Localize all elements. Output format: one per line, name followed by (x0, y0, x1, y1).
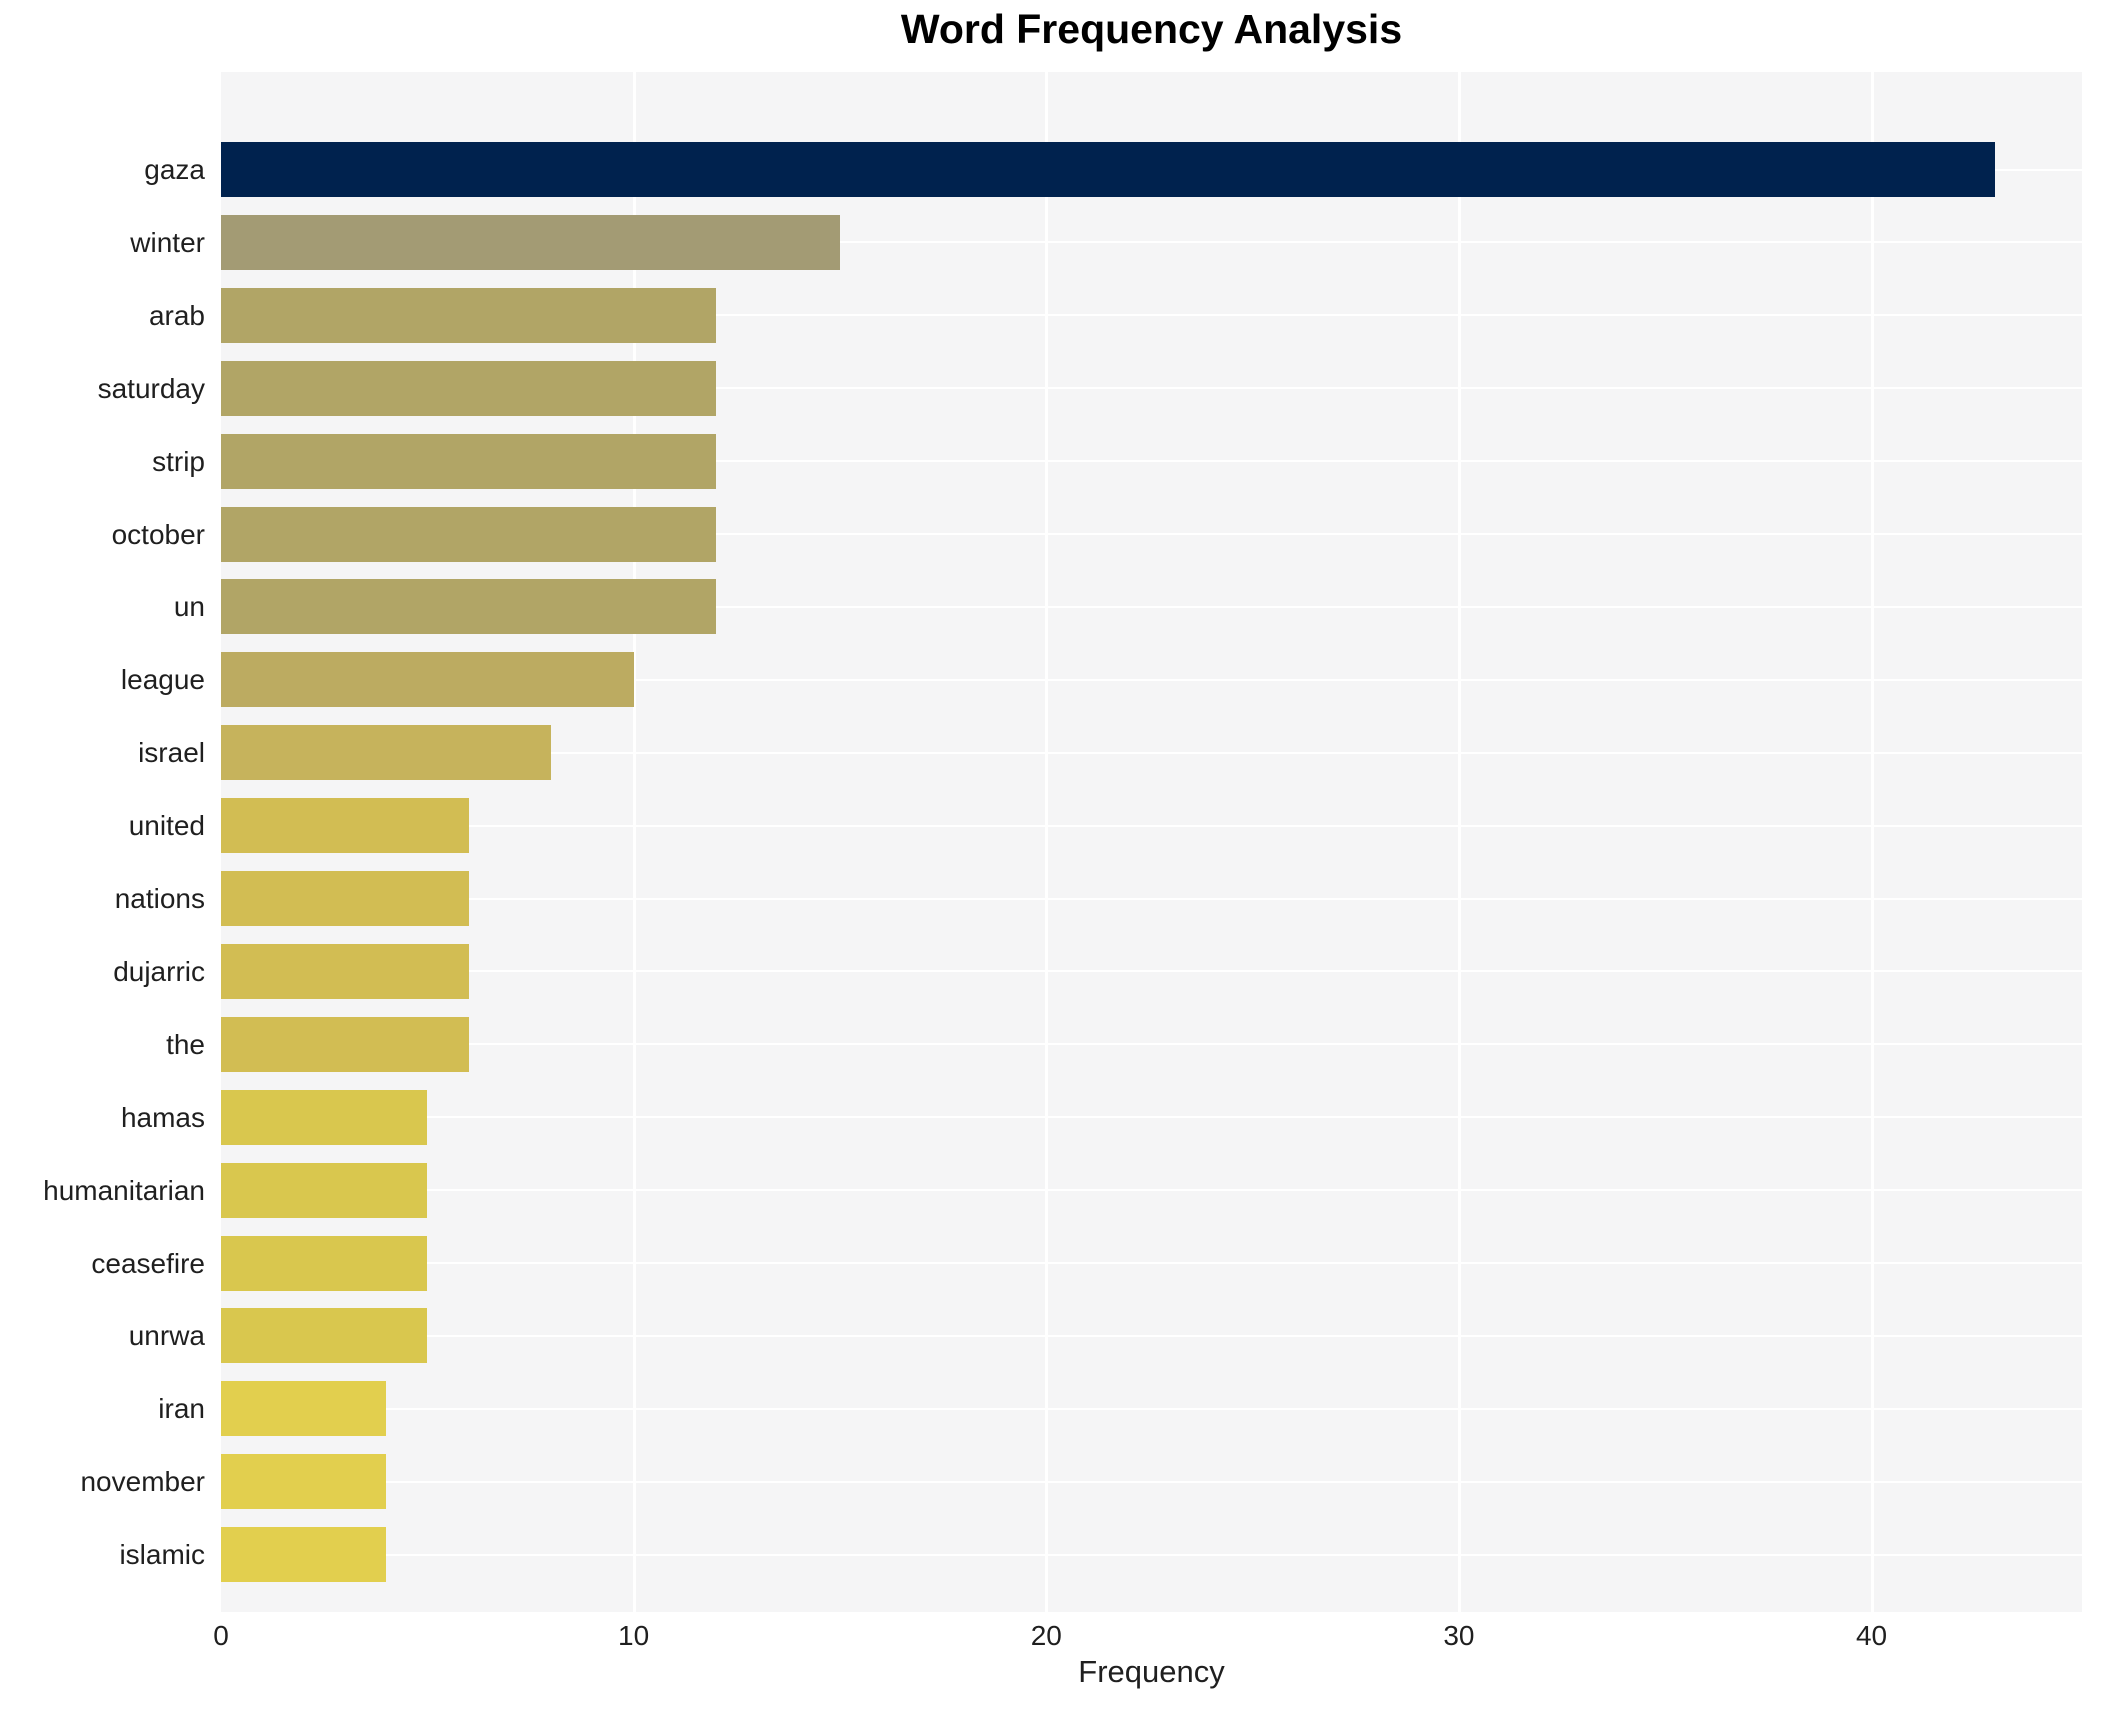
vertical-gridline-30 (1457, 72, 1461, 1612)
bar-islamic (221, 1527, 387, 1583)
bar-iran (221, 1381, 387, 1437)
bar-the (221, 1016, 469, 1072)
x-tick-label-0: 0 (213, 1620, 229, 1651)
bar-israel (221, 725, 552, 781)
y-tick-label-iran: iran (158, 1393, 205, 1425)
horizontal-gridline-strip (221, 460, 2082, 463)
plot-area (221, 72, 2082, 1612)
y-tick-label-unrwa: unrwa (128, 1320, 205, 1352)
horizontal-gridline-iran (221, 1407, 2082, 1410)
bar-dujarric (221, 943, 469, 999)
x-axis-label: Frequency (1078, 1654, 1225, 1689)
y-tick-label-nations: nations (114, 883, 205, 914)
y-tick-label-november: november (80, 1466, 205, 1498)
x-tick-label-30: 30 (1443, 1620, 1475, 1651)
bar-winter (221, 214, 840, 270)
horizontal-gridline-humanitarian (221, 1189, 2082, 1192)
horizontal-gridline-unrwa (221, 1334, 2082, 1337)
bar-nations (221, 871, 469, 926)
bar-un (221, 579, 717, 635)
horizontal-gridline-november (221, 1480, 2082, 1483)
y-tick-label-the: the (166, 1028, 205, 1060)
y-tick-label-winter: winter (130, 226, 205, 258)
horizontal-gridline-league (221, 678, 2082, 681)
horizontal-gridline-hamas (221, 1116, 2082, 1119)
horizontal-gridline-un (221, 605, 2082, 608)
horizontal-gridline-saturday (221, 387, 2082, 390)
y-tick-label-saturday: saturday (97, 372, 205, 404)
horizontal-gridline-ceasefire (221, 1262, 2082, 1264)
vertical-gridline-10 (632, 72, 636, 1612)
horizontal-gridline-nations (221, 897, 2082, 900)
horizontal-gridline-islamic (221, 1553, 2082, 1556)
y-tick-label-league: league (120, 664, 205, 696)
bar-unrwa (221, 1308, 428, 1364)
bar-humanitarian (221, 1162, 428, 1218)
horizontal-gridline-the (221, 1043, 2082, 1046)
horizontal-gridline-october (221, 533, 2082, 535)
x-tick-label-40: 40 (1855, 1620, 1888, 1651)
bar-october (221, 506, 717, 562)
bar-gaza (221, 142, 1996, 197)
horizontal-gridline-winter (221, 241, 2082, 244)
y-tick-label-humanitarian: humanitarian (43, 1174, 205, 1206)
y-tick-label-strip: strip (152, 445, 205, 477)
y-tick-label-october: october (111, 518, 205, 550)
horizontal-gridline-arab (221, 314, 2082, 317)
horizontal-gridline-dujarric (221, 970, 2082, 973)
y-tick-label-arab: arab (148, 299, 205, 331)
y-tick-label-united: united (128, 810, 205, 842)
bar-november (221, 1454, 387, 1510)
bar-ceasefire (221, 1235, 428, 1291)
horizontal-gridline-united (221, 824, 2082, 827)
chart-title: Word Frequency Analysis (900, 6, 1403, 52)
y-tick-label-un: un (173, 591, 205, 623)
bar-hamas (221, 1089, 428, 1145)
y-tick-label-dujarric: dujarric (113, 955, 205, 987)
x-tick-label-20: 20 (1030, 1620, 1062, 1651)
bar-united (221, 798, 469, 854)
y-tick-label-ceasefire: ceasefire (91, 1247, 205, 1279)
y-tick-label-islamic: islamic (119, 1539, 205, 1571)
x-tick-label-10: 10 (618, 1620, 650, 1651)
horizontal-gridline-israel (221, 751, 2082, 754)
vertical-gridline-20 (1045, 72, 1049, 1612)
bar-league (221, 652, 634, 708)
y-tick-label-israel: israel (138, 737, 205, 769)
y-tick-label-gaza: gaza (144, 154, 205, 185)
bar-saturday (221, 360, 717, 416)
y-tick-label-hamas: hamas (120, 1101, 205, 1133)
bar-strip (221, 433, 717, 489)
bar-arab (221, 287, 717, 343)
vertical-gridline-40 (1870, 72, 1874, 1612)
